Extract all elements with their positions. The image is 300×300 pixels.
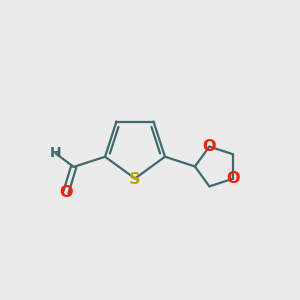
- Text: H: H: [50, 146, 62, 161]
- Text: O: O: [59, 185, 73, 200]
- Text: S: S: [129, 172, 141, 188]
- Text: O: O: [226, 171, 239, 186]
- Text: O: O: [202, 139, 216, 154]
